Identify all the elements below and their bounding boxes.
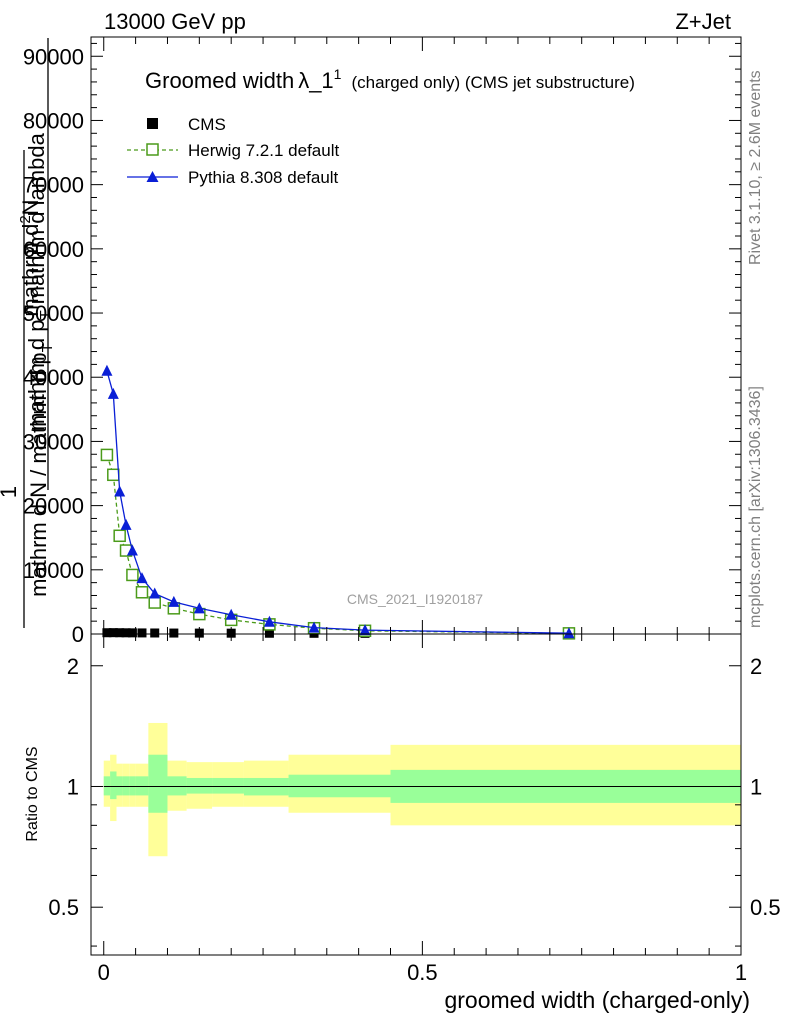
- uncertainty-band-inner: [129, 776, 136, 796]
- main-y-ticks: 0 10000 20000 30000 40000 50000 60000 70000 8000…: [23, 42, 741, 647]
- y-tick-label: 20000: [23, 494, 84, 519]
- data-point-pythia: [114, 485, 126, 497]
- data-point-pythia: [149, 587, 161, 599]
- data-point-cms: [102, 628, 112, 638]
- ratio-x-ticks: 0 0.5 1: [98, 37, 747, 985]
- ratio-bands: [103, 722, 741, 857]
- uncertainty-band-inner: [122, 776, 130, 796]
- legend-marker-cms: [147, 118, 158, 129]
- legend-marker-pythia: [146, 171, 159, 182]
- y-tick-label: 80000: [23, 108, 84, 133]
- data-point-pythia: [101, 364, 113, 376]
- data-point-herwig: [126, 568, 139, 582]
- y-tick-label: 30000: [23, 429, 84, 454]
- data-point-pythia: [359, 624, 371, 636]
- ylabel-one: 1: [0, 486, 21, 498]
- data-point-cms: [108, 628, 118, 638]
- series-line-2: [106, 370, 569, 634]
- process-label: Z+Jet: [675, 9, 731, 34]
- ratio-y-tick-label: 1: [67, 774, 79, 799]
- legend-marker-herwig: [146, 143, 159, 156]
- data-point-pythia: [126, 544, 138, 556]
- uncertainty-band-inner: [186, 777, 213, 794]
- uncertainty-band-inner: [116, 776, 123, 796]
- y-tick-label: 40000: [23, 365, 84, 390]
- data-point-herwig: [100, 448, 114, 462]
- uncertainty-band-inner: [288, 774, 391, 798]
- ratio-panel: 0.5 0.51 12 2 0 0.5 1: [48, 37, 781, 985]
- data-point-pythia: [136, 572, 148, 584]
- main-series: [100, 364, 576, 640]
- x-tick-label: 1: [735, 960, 747, 985]
- y-tick-label: 70000: [23, 173, 84, 198]
- rivet-version-label: Rivet 3.1.10, ≥ 2.6M events: [747, 70, 764, 265]
- data-point-pythia: [193, 602, 205, 614]
- legend: CMS Herwig 7.2.1 default Pythia 8.308 de…: [127, 115, 339, 187]
- y-tick-label: 0: [72, 622, 84, 647]
- y-tick-label: 10000: [23, 558, 84, 583]
- ratio-y-tick-label-right: 0.5: [750, 895, 781, 920]
- ylabel-denominator-lower: mathrm d N / mathrm d pT: [26, 343, 56, 597]
- legend-label-pythia: Pythia 8.308 default: [188, 168, 339, 187]
- data-point-cms: [137, 628, 147, 638]
- data-point-pythia: [120, 518, 132, 530]
- uncertainty-band-inner: [148, 754, 168, 813]
- x-tick-label: 0: [98, 960, 110, 985]
- data-point-cms: [150, 628, 160, 638]
- data-point-cms: [121, 628, 131, 638]
- data-point-herwig: [148, 596, 161, 609]
- data-point-pythia: [263, 615, 275, 627]
- y-tick-label: 50000: [23, 301, 84, 326]
- ylabel-numerator: mathrm d2N: [17, 199, 43, 316]
- analysis-watermark: CMS_2021_I1920187: [347, 591, 483, 607]
- data-point-pythia: [563, 627, 575, 639]
- plot-title: Groomed width λ_11 (charged only) (CMS jet…: [145, 66, 635, 93]
- data-point-cms: [169, 628, 179, 638]
- mcplots-credit-label: mcplots.cern.ch [arXiv:1306.3436]: [747, 386, 764, 628]
- x-tick-label: 0.5: [407, 960, 438, 985]
- data-point-herwig: [107, 468, 120, 482]
- data-point-pythia: [225, 608, 237, 620]
- data-point-cms: [115, 628, 125, 638]
- beam-label: 13000 GeV pp: [104, 9, 246, 34]
- data-point-cms: [264, 628, 274, 638]
- uncertainty-band-inner: [212, 777, 244, 794]
- data-point-herwig: [135, 586, 149, 599]
- ratio-y-tick-label-right: 1: [750, 774, 762, 799]
- ratio-frame: [90, 633, 742, 956]
- uncertainty-band-inner: [135, 776, 149, 796]
- data-point-cms: [127, 628, 137, 638]
- data-point-pythia: [168, 595, 180, 607]
- uncertainty-band-inner: [110, 771, 117, 800]
- legend-label-cms: CMS: [188, 115, 226, 134]
- main-panel: 0 10000 20000 30000 40000 50000 60000 70000 8000…: [23, 36, 742, 647]
- y-tick-label: 90000: [23, 44, 84, 69]
- main-y-axis-label: mathrm d2N mathrm d pTmathrm d lambda 1 …: [0, 38, 56, 628]
- ratio-y-axis-label: Ratio to CMS: [24, 746, 41, 841]
- ratio-y-tick-label: 2: [67, 654, 79, 679]
- y-tick-label: 60000: [23, 237, 84, 262]
- data-point-pythia: [308, 621, 320, 633]
- uncertainty-band-inner: [167, 776, 187, 796]
- data-point-pythia: [107, 387, 119, 399]
- ylabel-denominator-upper: mathrm d pTmathrm d lambda: [24, 132, 54, 430]
- data-point-herwig: [113, 529, 126, 543]
- ratio-y-tick-label-right: 2: [750, 654, 762, 679]
- ratio-y-ticks: 0.5 0.5 1 1 2 2: [48, 654, 781, 947]
- x-axis-label: groomed width (charged-only): [444, 987, 750, 1013]
- ratio-y-tick-label: 0.5: [48, 895, 79, 920]
- legend-label-herwig: Herwig 7.2.1 default: [188, 141, 339, 160]
- uncertainty-band-inner: [103, 776, 111, 796]
